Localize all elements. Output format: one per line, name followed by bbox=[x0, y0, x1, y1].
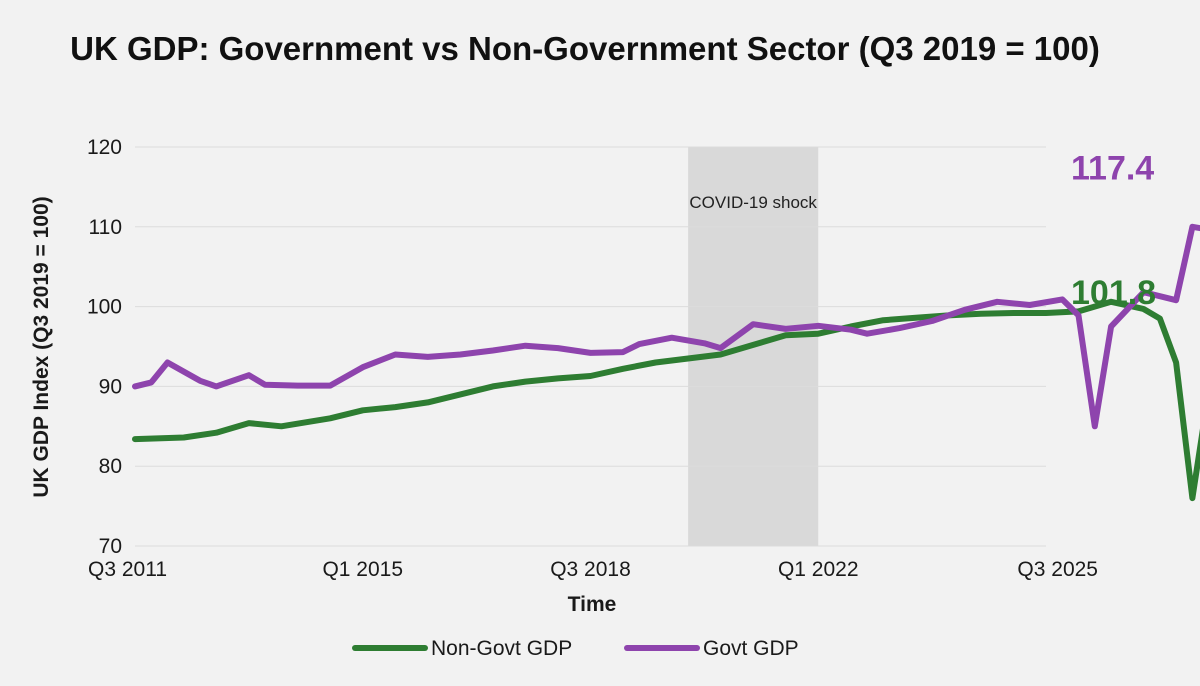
x-tick-label-q1-2022: Q1 2022 bbox=[778, 558, 859, 581]
series-layer bbox=[132, 223, 1200, 502]
series-line-govt-gdp bbox=[132, 223, 1200, 430]
legend-label-govt-gdp: Govt GDP bbox=[703, 637, 799, 660]
series-line-non-govt-gdp bbox=[132, 298, 1200, 502]
x-tick-label-q3-2018: Q3 2018 bbox=[550, 558, 631, 581]
y-tick-label-80: 80 bbox=[99, 455, 122, 478]
x-axis-label: Time bbox=[568, 593, 617, 616]
end-label-non-govt-gdp: 101.8 bbox=[1071, 274, 1156, 312]
x-tick-label-q1-2015: Q1 2015 bbox=[322, 558, 403, 581]
x-tick-label-q3-2025: Q3 2025 bbox=[1017, 558, 1098, 581]
x-tick-label-q3-2011: Q3 2011 bbox=[88, 558, 167, 581]
legend: Non-Govt GDP Govt GDP bbox=[352, 637, 799, 660]
end-label-layer: 101.8 117.4 bbox=[1071, 150, 1156, 312]
chart-title: UK GDP: Government vs Non-Government Sec… bbox=[70, 30, 1100, 67]
y-tick-layer: 70 80 90 100 110 120 bbox=[87, 136, 122, 558]
y-tick-label-90: 90 bbox=[99, 375, 122, 398]
end-label-govt-gdp: 117.4 bbox=[1071, 150, 1154, 188]
y-tick-label-120: 120 bbox=[87, 136, 122, 159]
y-tick-label-70: 70 bbox=[99, 535, 122, 558]
y-tick-label-110: 110 bbox=[89, 216, 122, 239]
covid-shade-label: COVID-19 shock bbox=[689, 193, 817, 212]
legend-label-non-govt-gdp: Non-Govt GDP bbox=[431, 637, 572, 660]
y-tick-label-100: 100 bbox=[87, 296, 122, 319]
grid-layer bbox=[135, 146, 1046, 547]
x-tick-layer: Q3 2011 Q1 2015 Q3 2018 Q1 2022 Q3 2025 bbox=[88, 558, 1098, 581]
y-axis-label: UK GDP Index (Q3 2019 = 100) bbox=[30, 196, 53, 497]
